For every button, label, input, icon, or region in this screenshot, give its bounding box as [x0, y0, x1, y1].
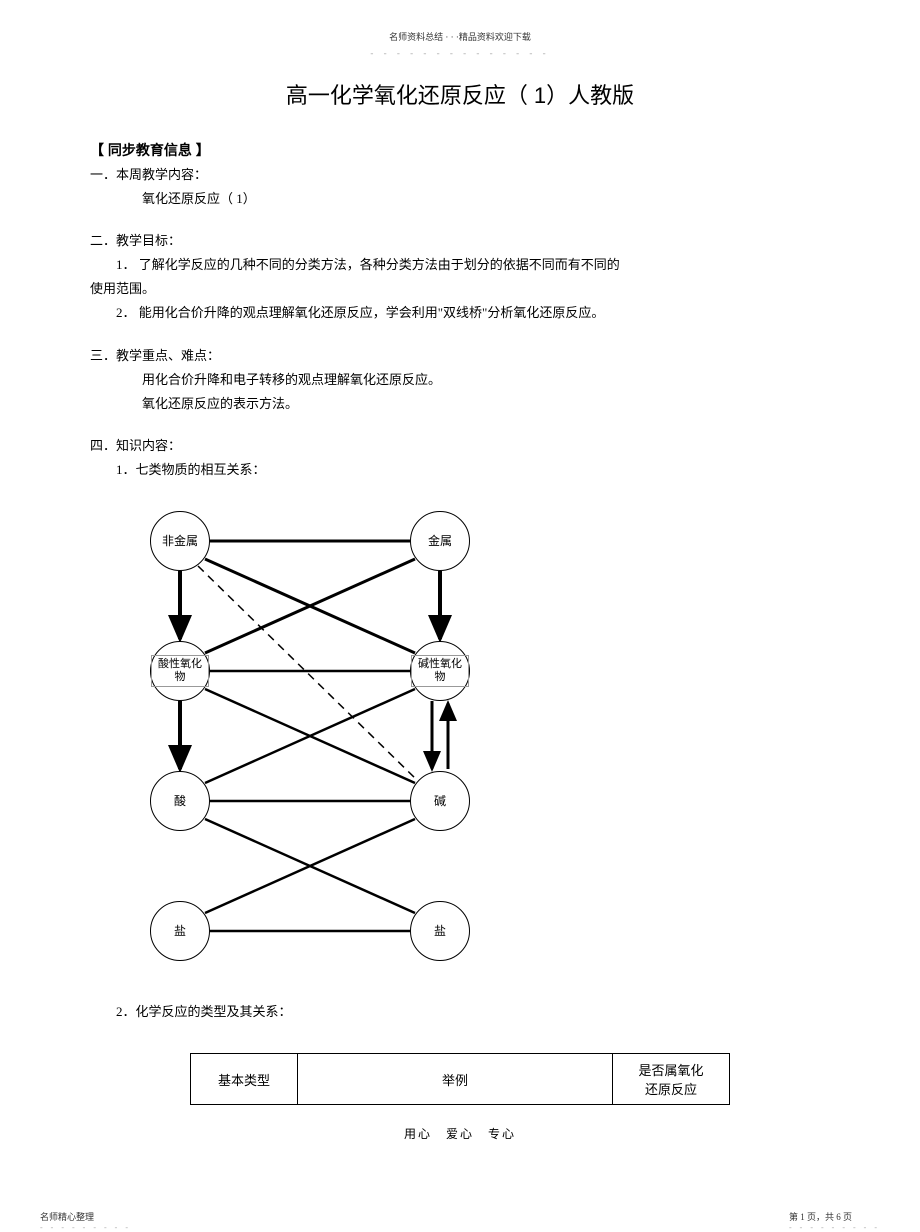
header-dashes: - - - - - - - - - - - - - - [90, 48, 830, 58]
section-3-label: 三．教学重点、难点： [90, 345, 830, 367]
node-nonmetal: 非金属 [150, 511, 210, 571]
section-2-item-2: 2． 能用化合价升降的观点理解氧化还原反应，学会利用"双线桥"分析氧化还原反应。 [90, 302, 830, 324]
section-4-label: 四．知识内容： [90, 435, 830, 457]
section-2-item-1: 1． 了解化学反应的几种不同的分类方法，各种分类方法由于划分的依据不同而有不同的 [90, 254, 830, 276]
node-acidic-oxide: 酸性氧化物 [150, 641, 210, 701]
node-base: 碱 [410, 771, 470, 831]
section-1-content: 氧化还原反应（ 1） [90, 188, 830, 210]
section-4-item-1: 1．七类物质的相互关系： [90, 459, 830, 481]
page-title: 高一化学氧化还原反应（ 1）人教版 [90, 78, 830, 110]
sync-info-header: 【 同步教育信息 】 [90, 140, 830, 160]
table-header-col3-line1: 是否属氧化 [621, 1060, 721, 1079]
section-2-label: 二．教学目标： [90, 230, 830, 252]
footer-left-text: 名师精心整理 [40, 1210, 131, 1223]
footer-motto: 用心 爱心 专心 [90, 1125, 830, 1142]
node-acid: 酸 [150, 771, 210, 831]
footer-left-dashes: - - - - - - - - - [40, 1223, 131, 1232]
reaction-type-table: 基本类型 举例 是否属氧化 还原反应 [190, 1053, 730, 1105]
section-4-item-2: 2．化学反应的类型及其关系： [90, 1001, 830, 1023]
node-basic-oxide: 碱性氧化物 [410, 641, 470, 701]
footer-right-dashes: - - - - - - - - - [789, 1223, 880, 1232]
node-acidic-oxide-label: 酸性氧化物 [151, 655, 209, 687]
node-basic-oxide-label: 碱性氧化物 [411, 655, 469, 687]
node-metal: 金属 [410, 511, 470, 571]
node-salt-2: 盐 [410, 901, 470, 961]
header-line: 名师资料总结 · · ·精品资料欢迎下载 [90, 30, 830, 43]
section-3-item-1: 用化合价升降和电子转移的观点理解氧化还原反应。 [90, 369, 830, 391]
footer-right: 第 1 页，共 6 页 - - - - - - - - - [789, 1210, 880, 1232]
section-1-label: 一．本周教学内容： [90, 164, 830, 186]
section-3-item-2: 氧化还原反应的表示方法。 [90, 393, 830, 415]
table-header-col3-line2: 还原反应 [621, 1079, 721, 1098]
footer-left: 名师精心整理 - - - - - - - - - [40, 1210, 131, 1232]
table-row: 基本类型 举例 是否属氧化 还原反应 [191, 1054, 730, 1105]
footer-right-text: 第 1 页，共 6 页 [789, 1210, 880, 1223]
relationship-diagram: 非金属 金属 酸性氧化物 碱性氧化物 酸 碱 盐 盐 [130, 501, 490, 981]
table-header-col2: 举例 [298, 1054, 613, 1105]
node-salt-1: 盐 [150, 901, 210, 961]
section-2-item-1b: 使用范围。 [90, 278, 830, 300]
table-header-col1: 基本类型 [191, 1054, 298, 1105]
table-header-col3: 是否属氧化 还原反应 [613, 1054, 730, 1105]
